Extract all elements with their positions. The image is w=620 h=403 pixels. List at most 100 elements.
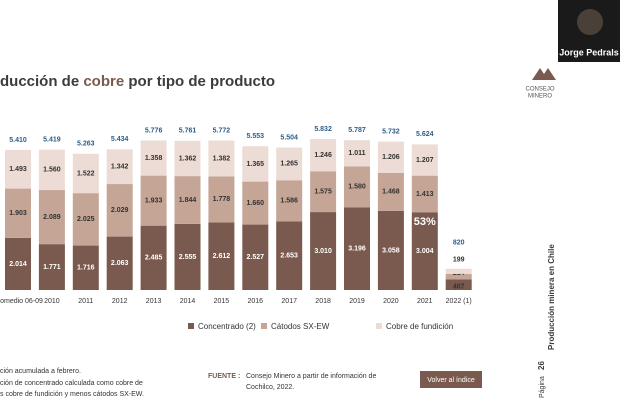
- x-tick-label: 2019: [349, 298, 365, 305]
- bar-segment: [174, 140, 201, 177]
- x-tick-label: Promedio 06-09: [0, 298, 43, 305]
- bar-segment: [242, 224, 269, 290]
- x-tick-label: 2018: [315, 298, 331, 305]
- bar-segment: [208, 222, 235, 290]
- title-part: cobre: [83, 73, 124, 90]
- source-text: Consejo Minero a partir de información d…: [246, 373, 376, 380]
- bar-segment: [445, 268, 472, 274]
- bar-segment: [38, 190, 65, 245]
- x-tick-label: 2011: [78, 298, 93, 305]
- value-label: 2.029: [111, 207, 129, 214]
- note: s cobre de fundición y menos cátodos SX-…: [0, 391, 144, 398]
- legend-label: Concentrado (2): [198, 322, 256, 331]
- x-tick-label: 2010: [44, 298, 60, 305]
- bar-segment: [72, 245, 99, 290]
- legend-swatch: [188, 323, 194, 329]
- legend-label: Cobre de fundición: [386, 322, 453, 331]
- legend-label: Cátodos SX-EW: [271, 322, 330, 331]
- value-label: 1.586: [280, 198, 298, 205]
- bar-segment: [276, 147, 303, 181]
- back-button[interactable]: [420, 371, 482, 388]
- value-label: 2.612: [213, 253, 231, 260]
- source-label: FUENTE :: [208, 373, 240, 380]
- note: ción de concentrado calculada como cobre…: [0, 380, 143, 387]
- x-tick-label: 2012: [112, 298, 128, 305]
- total-label: 5.772: [213, 127, 231, 134]
- x-tick-label: 2017: [281, 298, 297, 305]
- value-label: 1.382: [213, 155, 231, 162]
- value-label: 2.089: [43, 214, 61, 221]
- bar-segment: [140, 175, 167, 226]
- bar-segment: [310, 212, 337, 290]
- participant-name: Jorge Pedrals: [559, 47, 619, 57]
- bar-segment: [344, 207, 370, 290]
- bar-segment: [38, 149, 65, 191]
- bar-segment: [411, 144, 438, 176]
- x-tick-label: 2016: [248, 298, 264, 305]
- bar-segment: [377, 210, 404, 290]
- total-label: 5.832: [314, 126, 332, 133]
- bar-segment: [106, 236, 133, 290]
- annotation: 53%: [414, 216, 436, 228]
- bar-segment: [344, 140, 370, 167]
- total-label: 5.419: [43, 137, 61, 144]
- value-label: 1.358: [145, 155, 163, 162]
- value-label: 1.522: [77, 170, 95, 177]
- total-label: 5.410: [9, 137, 27, 144]
- value-label: 1.365: [247, 161, 265, 168]
- bar-segment: [276, 180, 303, 222]
- bar-segment: [208, 176, 235, 223]
- back-button-label[interactable]: Volver al índice: [427, 377, 475, 384]
- value-label: 3.010: [314, 248, 332, 255]
- total-label: 5.504: [280, 134, 298, 141]
- x-tick-label: 2022 (1): [446, 298, 472, 305]
- x-tick-label: 2013: [146, 298, 162, 305]
- bar-segment: [174, 176, 201, 224]
- bar-segment: [5, 149, 31, 189]
- value-label: 407: [453, 284, 465, 291]
- value-label: 1.362: [179, 155, 197, 162]
- value-label: 2.653: [280, 252, 298, 259]
- total-label: 5.263: [77, 141, 95, 148]
- value-label: 1.560: [43, 167, 61, 174]
- bar-segment: [310, 139, 337, 172]
- value-label: 1.933: [145, 197, 163, 204]
- title-part: por tipo de producto: [124, 73, 275, 90]
- value-label: 3.058: [382, 247, 400, 254]
- value-label: 2.527: [247, 254, 265, 261]
- chart-title: ducción de cobre por tipo de producto: [0, 73, 275, 90]
- value-label: 2.555: [179, 254, 197, 261]
- bar-segment: [208, 140, 235, 177]
- value-label: 1.575: [314, 189, 332, 196]
- value-label: 2.063: [111, 260, 129, 267]
- value-label: 1.903: [9, 210, 27, 217]
- value-label: 1.468: [382, 189, 400, 196]
- value-label: 1.493: [9, 166, 27, 173]
- bar-segment: [140, 225, 167, 290]
- total-label: 5.732: [382, 128, 400, 135]
- bar-segment: [445, 279, 472, 290]
- x-tick-label: 2014: [180, 298, 196, 305]
- total-label: 5.787: [348, 127, 366, 134]
- bar-segment: [242, 181, 269, 225]
- value-label: 1.844: [179, 197, 197, 204]
- bar-segment: [377, 172, 404, 211]
- total-label: 5.624: [416, 131, 434, 138]
- value-label: 3.196: [348, 245, 366, 252]
- bar-segment: [106, 184, 133, 237]
- legend-swatch: [376, 323, 382, 329]
- x-tick-label: 2020: [383, 298, 399, 305]
- participant-video: [577, 9, 603, 35]
- value-label: 1.580: [348, 184, 366, 191]
- side-title: Producción minera en Chile: [547, 244, 556, 350]
- bar-segment: [344, 166, 370, 208]
- total-label: 5.776: [145, 127, 163, 134]
- x-tick-label: 2015: [214, 298, 230, 305]
- total-label: 820: [453, 240, 465, 247]
- bar-segment: [5, 237, 31, 290]
- bar-segment: [411, 212, 438, 290]
- value-label: 1.246: [314, 152, 332, 159]
